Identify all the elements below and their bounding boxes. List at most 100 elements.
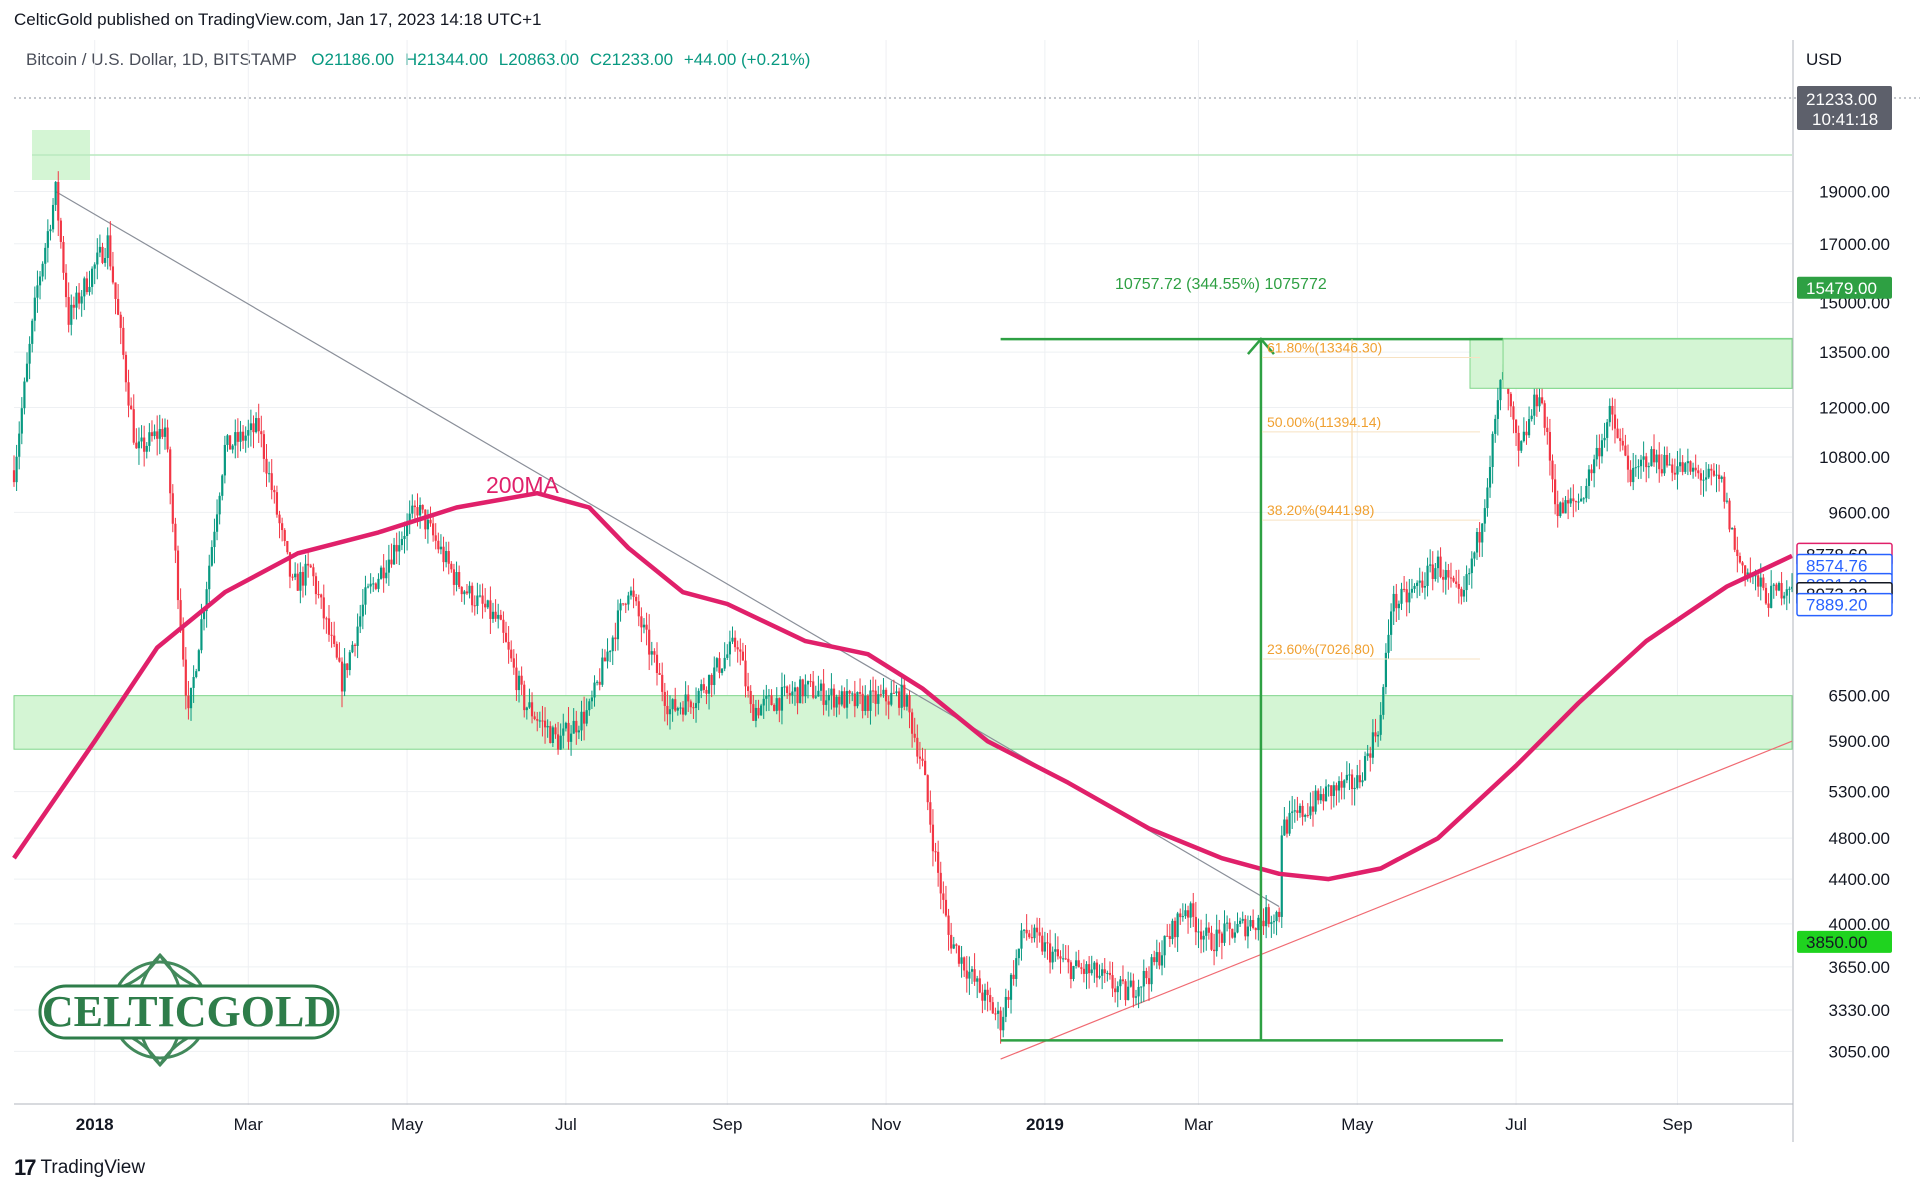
candle-body [1285,819,1289,834]
candle-body [1400,588,1403,604]
candle-body [1067,958,1070,963]
candle-body [385,572,388,579]
candle-body [1108,972,1112,976]
candle-body [244,435,247,441]
candle-body [575,720,578,733]
candle-body [981,992,984,1001]
candle-body [1244,918,1247,937]
candle-body [202,611,206,620]
candle-body [510,649,513,659]
candle-body [1181,916,1184,918]
candle-body [530,702,534,717]
candle-body [283,530,286,541]
candle-body [1496,400,1499,419]
candle-body [593,682,596,698]
candle-body [1179,913,1182,918]
candle-body [442,546,445,563]
candle-body [1725,500,1729,502]
candle-body [288,552,292,577]
ma-label: 200MA [486,472,560,498]
candle-body [645,624,648,630]
candle-body [1043,942,1046,952]
support-zone [13,695,1793,750]
y-tick-label: 19000.00 [1819,182,1890,201]
candle-body [481,595,484,604]
candle-body [1205,927,1208,936]
candle-body [1288,812,1291,834]
candle-body [1733,528,1736,550]
candle-body [622,603,625,605]
candle-body [343,663,346,692]
candle-body [629,590,633,596]
candle-body [1041,935,1044,952]
candle-body [374,583,377,589]
candle-body [93,264,96,269]
candle-body [1512,406,1515,420]
support-zones [13,130,1793,750]
fib-label: 23.60%(7026.80) [1267,641,1374,657]
candle-body [1694,467,1697,471]
candle-body [739,649,742,652]
x-tick-label: Jul [555,1115,577,1134]
candle-body [588,701,591,711]
candle-body [627,595,630,605]
candle-body [278,514,281,524]
fib-label: 50.00%(11394.14) [1267,414,1381,430]
candle-body [114,282,117,299]
candle-body [312,567,315,577]
candle-body [1663,454,1666,474]
candle-body [577,730,580,733]
candle-body [895,691,898,694]
candle-body [416,507,419,516]
candle-body [455,572,458,585]
candle-body [1226,922,1229,924]
candle-body [1223,923,1226,943]
candle-body [900,684,903,708]
candle-body [1382,687,1385,715]
candle-body [733,637,737,648]
price-badge-value: 7889.20 [1806,596,1867,615]
candle-body [307,563,310,566]
candle-body [390,559,393,565]
candle-body [843,691,846,708]
candle-body [554,727,557,735]
candle-body [197,650,200,672]
candle-body [840,691,843,705]
candle-body [1160,955,1164,966]
candle-body [150,432,154,437]
candle-body [1017,948,1020,959]
candle-body [538,720,541,722]
candle-body [525,707,528,711]
candle-body [1262,920,1265,927]
candle-body [1788,588,1791,590]
candle-body [1176,913,1179,938]
uptrend-line [1000,740,1793,1060]
candle-body [1272,921,1276,923]
candle-body [1249,920,1252,927]
candle-body [1332,785,1335,797]
candle-body [353,644,357,646]
candle-body [1590,469,1593,474]
candle-body [1101,969,1104,976]
candle-body [77,292,81,304]
candle-body [762,698,765,706]
candle-body [976,978,979,982]
candle-body [731,637,734,642]
y-tick-label: 4400.00 [1829,870,1890,889]
candle-body [1124,981,1127,1001]
candle-body [1410,588,1414,593]
candle-body [484,603,487,608]
symbol-name[interactable]: Bitcoin / U.S. Dollar, 1D, BITSTAMP [26,50,297,69]
candle-body [663,691,666,706]
candlesticks [12,171,1794,1044]
candle-body [1475,531,1479,553]
candle-body [812,681,815,698]
candle-body [1520,441,1523,451]
candle-body [1340,781,1343,788]
candle-body [221,475,224,496]
candle-body [218,495,221,515]
candle-body [252,423,255,433]
candle-body [752,704,755,721]
x-tick-label: Sep [1662,1115,1692,1134]
